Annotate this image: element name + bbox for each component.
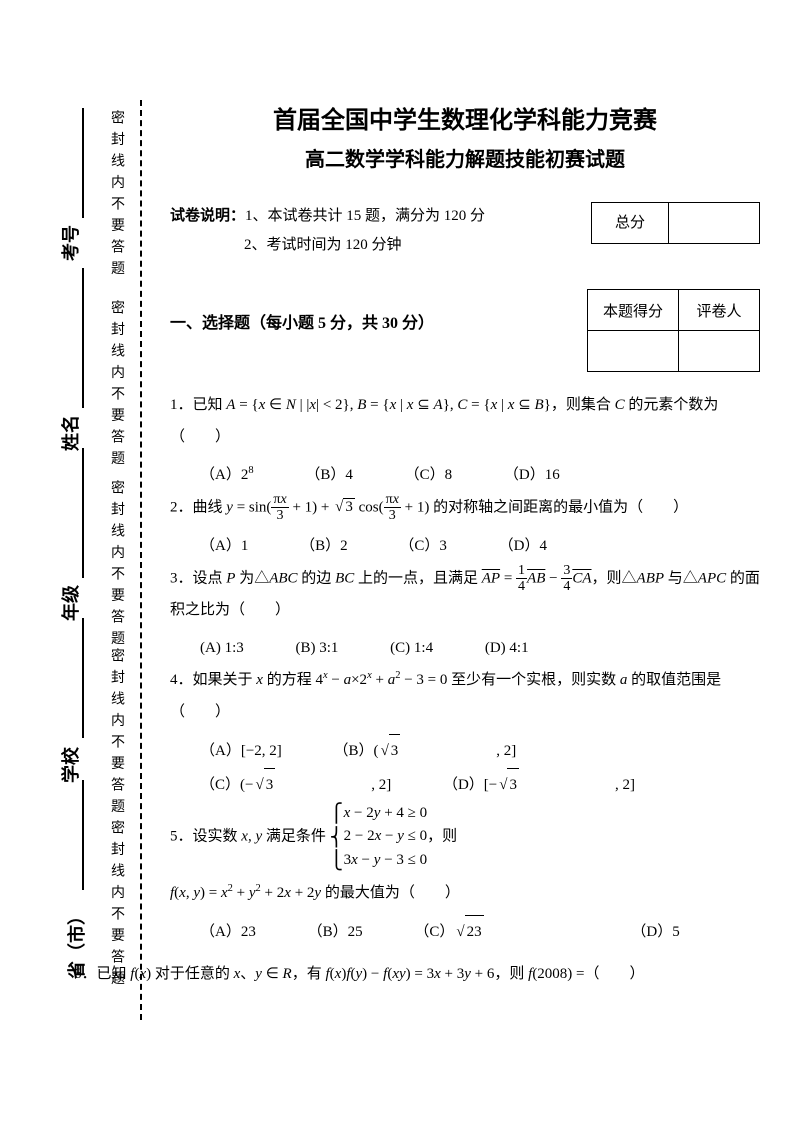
q3-opt-c: (C) 1:4: [390, 632, 433, 665]
q5-sys-3: 3x − y − 3 ≤ 0: [344, 849, 428, 872]
q5-opt-a: （A）23: [200, 916, 256, 949]
q4-opt-c: （C）(−3, 2]: [200, 768, 391, 802]
q4-opt-a: （A）[−2, 2]: [200, 735, 282, 768]
q5-opt-d: （D）5: [631, 916, 679, 949]
instructions-row: 试卷说明：1、本试卷共计 15 题，满分为 120 分 2、考试时间为 120 …: [170, 202, 760, 259]
q2-opt-c: （C）3: [399, 530, 447, 563]
question-4-options: （A）[−2, 2] （B）(3, 2] （C）(−3, 2] （D）[−3, …: [170, 734, 760, 802]
section-1-score-box: 本题得分 评卷人: [587, 289, 760, 372]
q5-sys-1: x − 2y + 4 ≥ 0: [344, 802, 428, 825]
binding-margin: 考号 姓名 年级 学校 省（市） 密 封 线 内 不 要 答 题 密 封 线 内…: [0, 0, 62, 1132]
q5-opt-b: （B）25: [308, 916, 363, 949]
sub-title: 高二数学学科能力解题技能初赛试题: [170, 143, 760, 172]
question-2: 2．曲线 y = sin(πx3 + 1) + 3 cos(πx3 + 1) 的…: [170, 492, 760, 524]
section-1-title: 一、选择题（每小题 5 分，共 30 分）: [170, 289, 567, 333]
q5-system: x − 2y + 4 ≥ 0 2 − 2x − y ≤ 0 3x − y − 3…: [330, 802, 428, 872]
grader-label: 评卷人: [679, 290, 760, 331]
main-title: 首届全国中学生数理化学科能力竞赛: [170, 100, 760, 135]
q1-opt-b: （B）4: [305, 459, 353, 492]
instructions-label: 试卷说明：: [170, 208, 245, 224]
grader-value: [679, 331, 760, 372]
q1-opt-a: （A）28: [200, 459, 254, 492]
section-score-value: [588, 331, 679, 372]
instructions-line-1: 1、本试卷共计 15 题，满分为 120 分: [245, 208, 485, 224]
section-score-label: 本题得分: [588, 290, 679, 331]
section-1-header: 一、选择题（每小题 5 分，共 30 分） 本题得分 评卷人: [170, 289, 760, 372]
question-2-options: （A）1 （B）2 （C）3 （D）4: [170, 530, 760, 563]
q3-opt-d: (D) 4:1: [485, 632, 529, 665]
q3-opt-b: (B) 3:1: [296, 632, 339, 665]
question-6: 6．已知 f(x) 对于任意的 x、y ∈ R，有 f(x)f(y) − f(x…: [62, 959, 800, 991]
total-score-label: 总分: [592, 203, 669, 244]
q4-opt-b: （B）(3, 2]: [334, 734, 517, 768]
page-body: 首届全国中学生数理化学科能力竞赛 高二数学学科能力解题技能初赛试题 试卷说明：1…: [62, 0, 800, 1132]
question-5: 5．设实数 x, y 满足条件 x − 2y + 4 ≥ 0 2 − 2x − …: [170, 802, 760, 872]
q2-opt-b: （B）2: [300, 530, 348, 563]
q5-sys-2: 2 − 2x − y ≤ 0: [344, 825, 428, 848]
question-3-options: (A) 1:3 (B) 3:1 (C) 1:4 (D) 4:1: [170, 632, 760, 665]
q4-opt-d: （D）[−3, 2]: [443, 768, 635, 802]
q3-opt-a: (A) 1:3: [200, 632, 244, 665]
q5-opt-c: （C）23: [414, 915, 579, 949]
total-score-value: [669, 203, 760, 244]
question-1: 1．已知 A = {x ∈ N | |x| < 2}, B = {x | x ⊆…: [170, 390, 760, 453]
q1-opt-d: （D）16: [504, 459, 560, 492]
question-4: 4．如果关于 x 的方程 4x − a×2x + a2 − 3 = 0 至少有一…: [170, 665, 760, 728]
instructions-line-2: 2、考试时间为 120 分钟: [244, 237, 402, 253]
total-score-box: 总分: [591, 202, 760, 244]
q2-opt-a: （A）1: [200, 530, 248, 563]
question-3: 3．设点 P 为△ABC 的边 BC 上的一点，且满足 AP = 14AB − …: [170, 563, 760, 626]
instructions-text: 试卷说明：1、本试卷共计 15 题，满分为 120 分 2、考试时间为 120 …: [170, 202, 571, 259]
question-1-options: （A）28 （B）4 （C）8 （D）16: [170, 459, 760, 492]
q1-opt-c: （C）8: [405, 459, 453, 492]
q2-opt-d: （D）4: [499, 530, 547, 563]
question-5b: f(x, y) = x2 + y2 + 2x + 2y 的最大值为（ ）: [170, 878, 760, 910]
question-5-options: （A）23 （B）25 （C）23 （D）5: [170, 915, 760, 949]
